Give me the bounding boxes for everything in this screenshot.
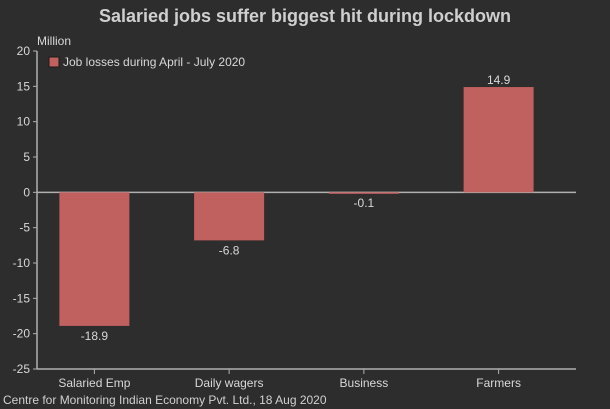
- data-label: -6.8: [219, 243, 240, 257]
- y-tick-label: -15: [13, 291, 31, 305]
- data-label: -0.1: [354, 196, 375, 210]
- bar: [59, 192, 130, 326]
- y-tick-label: -5: [19, 221, 30, 235]
- y-tick-label: 10: [17, 115, 31, 129]
- x-tick-label: Farmers: [476, 376, 521, 390]
- data-label: 14.9: [487, 73, 511, 87]
- y-tick-label: -20: [13, 327, 31, 341]
- data-label: -18.9: [81, 329, 109, 343]
- bar: [194, 192, 265, 241]
- y-tick-label: 15: [17, 79, 31, 93]
- y-tick-label: 0: [23, 185, 30, 199]
- legend-label: Job losses during April - July 2020: [63, 55, 245, 69]
- y-axis-label: Million: [37, 34, 71, 48]
- bar: [328, 192, 399, 194]
- y-tick-label: -25: [13, 362, 31, 376]
- y-tick-label: 5: [23, 150, 30, 164]
- x-tick-label: Salaried Emp: [58, 376, 130, 390]
- x-tick-label: Daily wagers: [195, 376, 264, 390]
- y-tick-label: -10: [13, 256, 31, 270]
- legend-swatch: [48, 56, 60, 68]
- x-tick-label: Business: [340, 376, 389, 390]
- y-tick-label: 20: [17, 44, 31, 58]
- bar: [463, 87, 534, 193]
- source-note: Centre for Monitoring Indian Economy Pvt…: [3, 393, 327, 407]
- chart-title: Salaried jobs suffer biggest hit during …: [98, 6, 512, 26]
